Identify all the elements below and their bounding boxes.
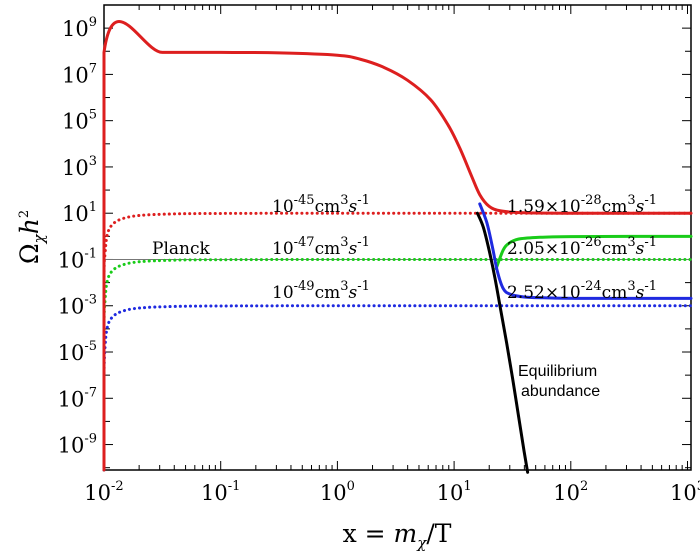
solid-label-26-s: s bbox=[636, 239, 645, 259]
blue-solid-curve bbox=[478, 202, 693, 300]
dotted-label-45-s-exp: -1 bbox=[357, 193, 370, 208]
solid-label-28: 1.59×10-28cm3s-1 bbox=[507, 193, 657, 217]
series-curves bbox=[102, 20, 693, 474]
solid-label-28-unit: cm bbox=[602, 197, 628, 217]
solid-label-24-exp: -24 bbox=[581, 279, 602, 294]
solid-label-28-unit-exp: 3 bbox=[627, 193, 635, 208]
x-tick-label: 102 bbox=[553, 479, 588, 505]
dotted-label-47-s-exp: -1 bbox=[357, 235, 370, 250]
dotted-label-49-exp: -49 bbox=[294, 279, 315, 294]
dotted-label-45: 10-45cm3s-1 bbox=[272, 193, 370, 217]
dotted-label-45-s: s bbox=[349, 197, 358, 217]
dotted-label-47-s: s bbox=[349, 239, 358, 259]
dotted-label-47-unit: cm bbox=[315, 239, 341, 259]
solid-label-24-unit: cm bbox=[602, 283, 628, 303]
y-tick-label: 10-3 bbox=[58, 293, 97, 319]
green-solid-curve bbox=[494, 234, 693, 271]
y-tick-label: 10-9 bbox=[58, 432, 97, 458]
blue-dotted-curve bbox=[102, 304, 693, 472]
x-tick-label: 10-1 bbox=[201, 479, 240, 505]
dotted-label-47-exp: -47 bbox=[294, 235, 315, 250]
solid-label-24-mantissa: 2.52×10 bbox=[507, 283, 581, 303]
y-tick-label: 107 bbox=[62, 61, 97, 87]
dotted-label-45-unit: cm bbox=[315, 197, 341, 217]
solid-label-26: 2.05×10-26cm3s-1 bbox=[507, 235, 657, 259]
red-dotted-curve bbox=[102, 211, 693, 472]
solid-label-26-exp: -26 bbox=[581, 235, 602, 250]
y-tick-label: 105 bbox=[62, 108, 97, 134]
solid-label-24-unit-exp: 3 bbox=[627, 279, 635, 294]
tick-labels: 10-210-110010110210310910710510310110-11… bbox=[58, 15, 700, 505]
dotted-label-47-mantissa: 10 bbox=[272, 239, 294, 259]
x-tick-label: 101 bbox=[437, 479, 472, 505]
y-axis-title: Ωχh2 bbox=[15, 210, 48, 264]
dotted-label-47-unit-exp: 3 bbox=[340, 235, 348, 250]
solid-label-24: 2.52×10-24cm3s-1 bbox=[507, 279, 657, 303]
y-tick-label: 109 bbox=[62, 15, 97, 41]
equilibrium-curve bbox=[475, 211, 530, 474]
y-tick-label: 101 bbox=[62, 200, 97, 226]
solid-label-26-s-exp: -1 bbox=[644, 235, 657, 250]
dotted-label-49-unit: cm bbox=[315, 283, 341, 303]
equilibrium-label-line2: abundance bbox=[521, 383, 600, 400]
planck-label: Planck bbox=[152, 239, 210, 259]
y-tick-label: 10-1 bbox=[58, 246, 97, 272]
dotted-label-45-exp: -45 bbox=[294, 193, 315, 208]
solid-label-28-mantissa: 1.59×10 bbox=[507, 197, 581, 217]
solid-label-26-mantissa: 2.05×10 bbox=[507, 239, 581, 259]
solid-label-26-unit-exp: 3 bbox=[627, 235, 635, 250]
x-tick-label: 100 bbox=[320, 479, 355, 505]
solid-label-28-s: s bbox=[636, 197, 645, 217]
dotted-label-45-unit-exp: 3 bbox=[340, 193, 348, 208]
dotted-label-49-unit-exp: 3 bbox=[340, 279, 348, 294]
solid-label-24-s-exp: -1 bbox=[644, 279, 657, 294]
dotted-label-49-mantissa: 10 bbox=[272, 283, 294, 303]
dotted-label-47: 10-47cm3s-1 bbox=[272, 235, 370, 259]
dotted-label-49-s-exp: -1 bbox=[357, 279, 370, 294]
solid-label-26-unit: cm bbox=[602, 239, 628, 259]
dotted-label-49-s: s bbox=[349, 283, 358, 303]
green-dotted-curve bbox=[102, 257, 693, 472]
x-axis-title: x = mχ/T bbox=[343, 519, 452, 552]
x-tick-label: 103 bbox=[670, 479, 700, 505]
solid-label-24-s: s bbox=[636, 283, 645, 303]
y-tick-label: 10-5 bbox=[58, 339, 97, 365]
x-tick-label: 10-2 bbox=[84, 479, 123, 505]
solid-label-28-s-exp: -1 bbox=[644, 193, 657, 208]
y-tick-label: 10-7 bbox=[58, 385, 97, 411]
dotted-label-45-mantissa: 10 bbox=[272, 197, 294, 217]
solid-label-28-exp: -28 bbox=[581, 193, 602, 208]
y-tick-label: 103 bbox=[62, 154, 97, 180]
red-solid-curve bbox=[102, 20, 693, 472]
equilibrium-label-line1: Equilibrium bbox=[518, 363, 597, 380]
dotted-label-49: 10-49cm3s-1 bbox=[272, 279, 370, 303]
